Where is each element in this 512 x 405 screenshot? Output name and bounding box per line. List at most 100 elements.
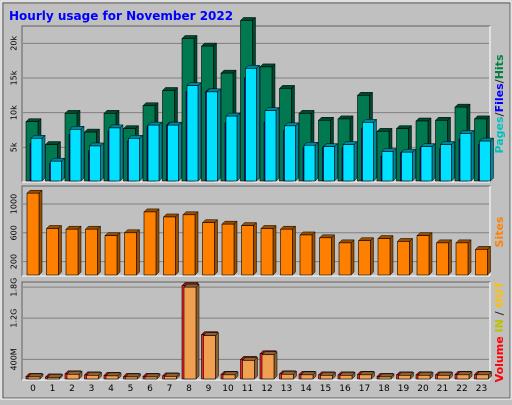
x-tick-label: 23 <box>476 384 487 394</box>
axis-label-part: Files <box>493 83 506 113</box>
bar-pages-0 <box>30 134 46 182</box>
y-tick-label: 1.8G <box>10 278 19 297</box>
bar-sites-2 <box>65 225 82 276</box>
bar-pages-13 <box>283 122 300 182</box>
bar-sites-17 <box>357 237 375 276</box>
panel-2-axis-label: Sites <box>493 216 506 247</box>
x-tick-label: 8 <box>186 384 192 394</box>
x-tick-label: 5 <box>128 384 134 394</box>
bar-sites-7 <box>162 213 180 276</box>
bar-sites-4 <box>104 232 121 276</box>
bar-out-12 <box>261 351 278 380</box>
bar-sites-22 <box>455 239 472 276</box>
bar-pages-17 <box>361 118 378 182</box>
bar-out-3 <box>85 371 103 380</box>
x-tick-label: 17 <box>359 384 370 394</box>
y-tick-label: 1000 <box>10 194 19 214</box>
bar-sites-8 <box>182 211 199 276</box>
bar-sites-20 <box>416 232 433 276</box>
bar-sites-11 <box>240 221 258 276</box>
bar-sites-6 <box>143 208 160 276</box>
x-tick-label: 4 <box>108 384 114 394</box>
bar-out-9 <box>202 332 220 380</box>
bar-out-1 <box>46 373 64 380</box>
x-tick-label: 7 <box>167 384 173 394</box>
axis-label-part: OUT <box>493 281 506 307</box>
panel-3: 400M 1.2G 1.8G Volume IN / OUT <box>10 278 507 383</box>
bar-pages-7 <box>166 121 183 182</box>
bar-out-16 <box>339 371 356 380</box>
x-tick-label: 9 <box>206 384 212 394</box>
axis-label-part: Pages <box>493 116 506 154</box>
bar-pages-9 <box>205 88 222 182</box>
x-tick-label: 21 <box>437 384 448 394</box>
chart-bevel-dark <box>2 2 511 399</box>
y-tick-label: 10k <box>10 105 19 120</box>
bar-pages-6 <box>147 121 163 182</box>
bar-sites-3 <box>84 225 102 276</box>
bar-out-10 <box>222 371 239 380</box>
bar-sites-16 <box>338 239 355 276</box>
bar-out-0 <box>27 373 44 380</box>
bar-sites-9 <box>201 219 219 276</box>
axis-label-part: / <box>493 78 506 83</box>
bar-pages-4 <box>108 124 124 182</box>
y-tick-label: 5k <box>10 142 19 152</box>
bar-out-23 <box>475 371 493 380</box>
bar-pages-5 <box>127 134 144 182</box>
x-tick-label: 15 <box>320 384 331 394</box>
x-tick-label: 12 <box>261 384 272 394</box>
bar-out-15 <box>319 371 337 380</box>
bar-pages-11 <box>244 64 261 182</box>
bar-out-4 <box>105 372 122 380</box>
bar-sites-12 <box>260 224 277 276</box>
bar-out-21 <box>436 371 454 380</box>
panel-2: 200 600 1000 Sites <box>10 185 506 277</box>
bar-out-14 <box>300 371 317 380</box>
x-tick-label: 3 <box>89 384 95 394</box>
bar-pages-15 <box>322 143 339 182</box>
bar-pages-22 <box>459 129 475 182</box>
x-tick-label: 16 <box>339 384 351 394</box>
x-tick-label: 2 <box>69 384 75 394</box>
x-tick-label: 22 <box>456 384 467 394</box>
axis-label-part: / <box>493 111 506 116</box>
y-tick-label: 1.2G <box>10 309 19 328</box>
x-tick-label: 10 <box>222 384 234 394</box>
bar-sites-5 <box>123 229 141 276</box>
bar-out-22 <box>456 371 473 380</box>
panels-group: 5k10k15k20kPages/Files/Hits2006001000Sit… <box>10 16 507 383</box>
bar-sites-15 <box>318 234 336 276</box>
bar-sites-14 <box>299 231 316 276</box>
bar-sites-13 <box>279 225 297 276</box>
bar-pages-2 <box>69 125 85 182</box>
bar-out-20 <box>417 371 434 380</box>
bar-sites-18 <box>377 234 394 276</box>
y-tick-label: 200 <box>10 254 19 269</box>
bar-sites-1 <box>45 224 63 276</box>
bar-out-17 <box>358 371 376 380</box>
bar-out-19 <box>397 371 415 380</box>
axis-label-part: IN <box>493 319 506 332</box>
bar-pages-8 <box>186 82 202 182</box>
y-tick-label: 400M <box>10 348 19 370</box>
bar-sites-10 <box>221 220 238 276</box>
bar-pages-3 <box>88 142 105 182</box>
y-tick-label: 15k <box>10 70 19 85</box>
bar-pages-23 <box>478 137 495 182</box>
bar-pages-12 <box>264 106 280 182</box>
x-axis: 0 1 2 3 4 5 6 7 8 9 10 11 12 13 14 15 16 17 18 19 20 21 22 23 <box>30 384 487 394</box>
x-tick-label: 14 <box>300 384 312 394</box>
x-tick-label: 6 <box>147 384 153 394</box>
bar-sites-21 <box>435 239 453 276</box>
x-tick-label: 18 <box>378 384 390 394</box>
bar-sites-23 <box>474 245 492 276</box>
bar-out-13 <box>280 370 298 380</box>
axis-label-part: Hits <box>493 54 506 79</box>
bar-out-11 <box>241 356 259 380</box>
bar-out-6 <box>144 373 161 380</box>
